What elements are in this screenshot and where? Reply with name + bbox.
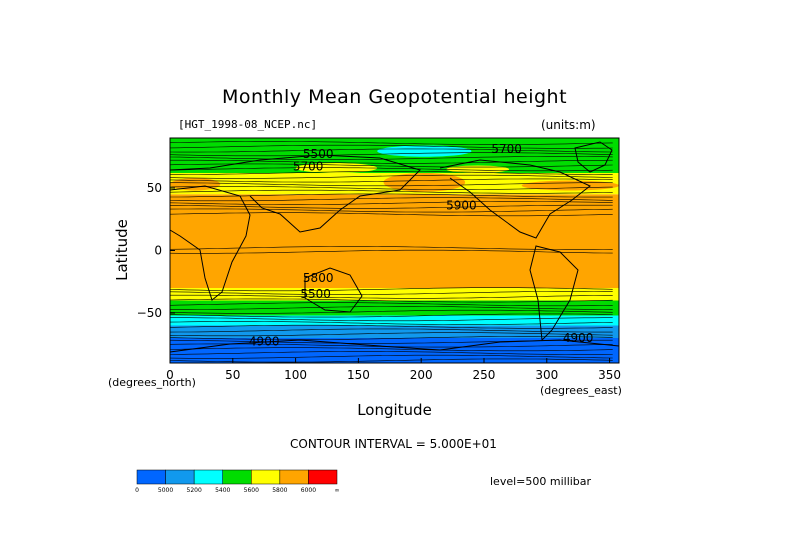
- y-units-label: (degrees_north): [108, 376, 196, 389]
- contour-line: [170, 159, 613, 164]
- south-america-outline: [529, 245, 579, 342]
- contour-line: [169, 144, 613, 149]
- lat-band: [170, 194, 619, 288]
- colorbar-swatch: [308, 469, 338, 485]
- contour-line: [169, 336, 613, 340]
- y-tick-label: 0: [154, 244, 162, 258]
- contour-line: [169, 332, 613, 337]
- x-axis-label-text: Longitude: [357, 401, 432, 419]
- axis-ticks: 0 50 100 150 200 250 300 350 −50 0 50: [137, 181, 621, 382]
- contour-line: [169, 141, 613, 145]
- x-tick-label: 200: [410, 368, 433, 382]
- colorbar-swatch: [222, 469, 252, 485]
- contour-line: [169, 291, 613, 295]
- field-patch: [383, 173, 466, 192]
- contour-line: [169, 178, 613, 183]
- x-tick-label: 100: [284, 368, 307, 382]
- contour-line: [170, 317, 613, 322]
- field-patch: [377, 145, 472, 157]
- colorbar-swatch: [251, 469, 281, 485]
- contour-line: [169, 358, 613, 363]
- contour-label: 5700: [491, 142, 522, 156]
- contour-line: [169, 204, 613, 209]
- africa-outline: [169, 185, 251, 301]
- contour-line: [169, 186, 613, 190]
- colorbar-label: 5200: [187, 487, 202, 494]
- coastline-outline: [169, 141, 620, 353]
- contour-line: [169, 347, 613, 352]
- contour-line: [169, 148, 613, 153]
- contour-line: [169, 246, 613, 250]
- x-tick-label: 0: [166, 368, 174, 382]
- colorbar-label: 5800: [272, 487, 287, 494]
- contour-line: [169, 328, 613, 333]
- field-bands: [170, 138, 619, 363]
- contour-line: [169, 354, 613, 359]
- colorbar-swatch: [165, 469, 195, 485]
- lat-band: [170, 325, 619, 338]
- colorbar: 0 5000 5200 5400 5600 5800 6000 ∞: [135, 469, 340, 494]
- contour-label: 5700: [293, 160, 324, 174]
- contour-line: [169, 351, 613, 355]
- x-units-label: (degrees_east): [540, 384, 622, 397]
- greenland-outline: [574, 141, 613, 173]
- colorbar-label: 6000: [301, 487, 316, 494]
- eurasia-outline: [169, 154, 421, 233]
- field-patch: [170, 178, 221, 191]
- contour-label: 5500: [300, 287, 331, 301]
- contour-label: 4900: [563, 331, 594, 345]
- contour-line: [169, 287, 613, 292]
- colorbar-swatch: [136, 469, 166, 485]
- level-text: level=500 millibar: [490, 475, 592, 488]
- contour-label: 5900: [446, 198, 477, 212]
- x-axis-label: Longitude: [0, 401, 789, 419]
- contour-line: [170, 182, 613, 187]
- contour-line: [169, 152, 613, 157]
- contour-line: [169, 324, 613, 329]
- contour-line: [169, 156, 613, 160]
- y-tick-label: 50: [147, 181, 162, 195]
- colorbar-swatch: [193, 469, 223, 485]
- contour-line: [169, 321, 613, 325]
- file-label: [HGT_1998-08_NCEP.nc]: [178, 118, 318, 131]
- x-tick-label: 250: [473, 368, 496, 382]
- contour-line: [170, 171, 613, 175]
- contour-line: [169, 208, 613, 213]
- x-tick-label: 50: [225, 368, 240, 382]
- x-tick-label: 350: [598, 368, 621, 382]
- contour-label: 5800: [303, 271, 334, 285]
- x-tick-label: 300: [535, 368, 558, 382]
- contour-line: [169, 298, 613, 303]
- australia-outline: [304, 267, 363, 313]
- contour-line: [169, 249, 613, 254]
- contour-label: 4900: [249, 335, 280, 349]
- y-tick-label: −50: [137, 306, 162, 320]
- colorbar-label: 5000: [158, 487, 173, 494]
- contour-line: [169, 212, 613, 217]
- colorbar-label: 5600: [244, 487, 259, 494]
- antarctica-outline: [169, 339, 620, 353]
- contour-line: [169, 197, 613, 202]
- contour-line: [169, 174, 613, 179]
- lat-band: [170, 338, 619, 346]
- units-label: (units:m): [541, 118, 596, 132]
- colorbar-swatch: [279, 469, 309, 485]
- contour-interval-text: CONTOUR INTERVAL = 5.000E+01: [290, 437, 497, 451]
- contour-line: [170, 193, 613, 198]
- chart-title: Monthly Mean Geopotential height: [221, 86, 568, 108]
- contour-label: 5500: [303, 147, 334, 161]
- contour-line: [169, 167, 613, 172]
- lat-band: [170, 300, 619, 316]
- contour-lines: [169, 141, 613, 363]
- x-tick-label: 150: [347, 368, 370, 382]
- colorbar-label: ∞: [335, 487, 340, 494]
- colorbar-label: 5400: [215, 487, 230, 494]
- contour-line: [170, 294, 613, 299]
- colorbar-label: 0: [135, 487, 139, 494]
- north-america-outline: [439, 159, 591, 239]
- contour-line: [169, 163, 613, 168]
